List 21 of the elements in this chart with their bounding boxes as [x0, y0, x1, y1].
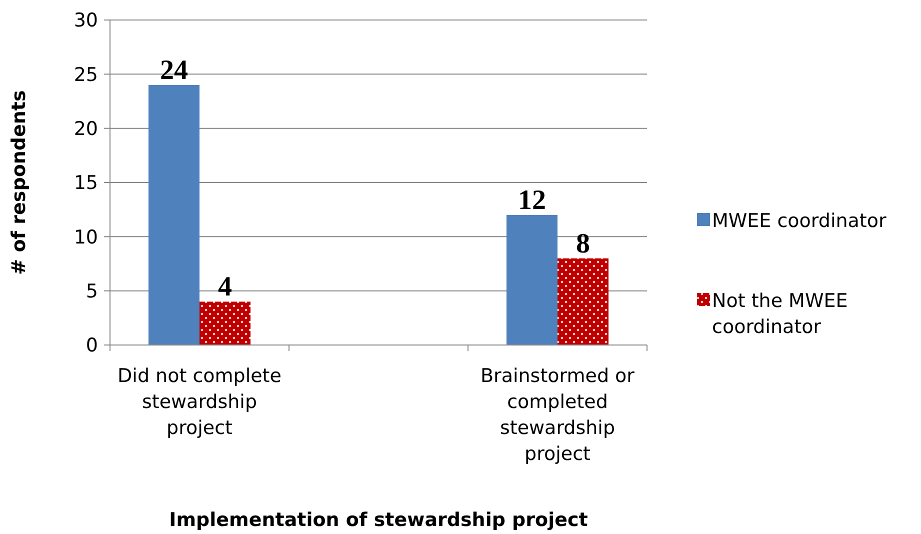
y-tick-label: 15: [74, 172, 98, 194]
data-label: 24: [160, 55, 188, 86]
y-tick-label: 30: [74, 10, 98, 32]
y-tick-label: 0: [86, 334, 98, 357]
data-label: 4: [218, 272, 232, 303]
bar: [148, 85, 200, 345]
x-tick-label: Did not complete stewardship project: [118, 365, 282, 439]
data-label: 12: [518, 185, 546, 216]
legend-label: Not the MWEE coordinator: [712, 290, 848, 338]
legend-label: MWEE coordinator: [712, 210, 886, 232]
y-tick-label: 10: [74, 226, 98, 248]
y-tick-label: 5: [86, 280, 98, 302]
bar: [506, 215, 558, 345]
data-label: 8: [576, 228, 590, 260]
x-tick-label: Brainstormed or completed stewardship project: [480, 365, 635, 465]
bar: [200, 302, 251, 345]
bar: [558, 258, 609, 345]
y-axis-title: # of respondents: [8, 90, 30, 275]
y-tick-label: 25: [74, 64, 98, 86]
y-tick-label: 20: [74, 118, 98, 140]
x-axis-title: Implementation of stewardship project: [169, 509, 588, 531]
